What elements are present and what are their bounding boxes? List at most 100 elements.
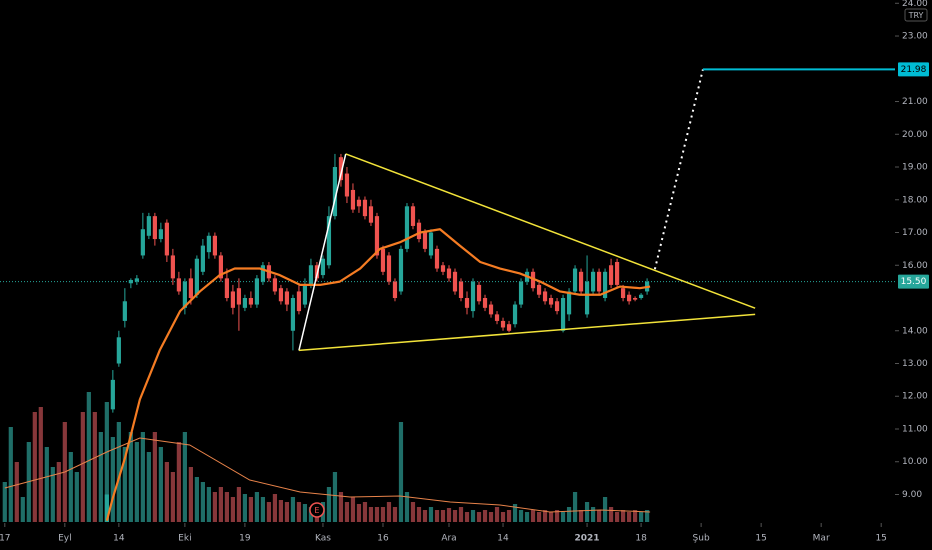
y-tick-label: 9.00	[902, 490, 922, 500]
candle-body	[188, 278, 193, 299]
volume-bar	[254, 492, 260, 522]
volume-bar	[50, 467, 55, 522]
candle-body	[452, 271, 458, 292]
volume-bar	[362, 502, 368, 522]
volume-bar	[230, 497, 236, 522]
volume-bar	[476, 512, 482, 522]
candle-body	[254, 278, 260, 305]
x-tick-label: 18	[635, 534, 647, 544]
candle-body	[464, 298, 470, 308]
candle-body	[602, 271, 608, 299]
candle-body	[356, 199, 362, 207]
volume-bar	[506, 510, 512, 522]
volume-bar	[542, 510, 548, 522]
currency-box	[904, 8, 928, 22]
candle-body	[164, 222, 169, 256]
candle-body	[554, 301, 560, 312]
candle-body	[446, 268, 452, 279]
candle-body	[158, 229, 163, 240]
candle-body	[278, 288, 284, 302]
volume-bar	[20, 497, 25, 522]
candle-body	[536, 284, 542, 295]
candle-body	[482, 298, 488, 308]
candle-body	[608, 265, 614, 285]
volume-bar	[290, 497, 296, 522]
candle-body	[362, 199, 368, 217]
candle-body	[476, 284, 482, 302]
volume-bar	[248, 497, 254, 522]
candle-body	[488, 304, 494, 315]
volume-bar	[446, 508, 452, 522]
volume-bar	[356, 504, 362, 522]
earnings-label: E	[314, 506, 319, 515]
volume-bar	[236, 487, 242, 522]
candle-body	[542, 291, 548, 302]
volume-bar	[332, 472, 338, 522]
volume-bar	[554, 510, 560, 522]
volume-bar	[338, 492, 344, 522]
volume-ma	[4, 437, 651, 513]
last-price-box	[898, 274, 929, 289]
volume-bar	[176, 442, 181, 522]
volume-bar	[566, 507, 572, 522]
candle-body	[104, 494, 109, 522]
candle-body	[170, 255, 175, 279]
volume-bar	[494, 507, 500, 522]
volume-bar	[578, 510, 584, 522]
candle-body	[368, 206, 374, 223]
candle-body	[410, 206, 416, 226]
y-tick-label: 14.00	[902, 326, 928, 336]
x-tick-label: Şub	[693, 534, 710, 544]
candle-body	[620, 288, 626, 299]
candle-body	[212, 235, 217, 256]
volume-bar	[344, 502, 350, 522]
volume-bar	[56, 462, 61, 522]
volume-bar	[158, 447, 163, 522]
volume-bar	[80, 412, 85, 522]
volume-bar	[134, 442, 139, 522]
candle-body	[242, 298, 248, 308]
volume-bar	[218, 487, 223, 522]
last-price-label: 15.50	[901, 277, 927, 287]
volume-bar	[182, 432, 187, 522]
candle-body	[206, 235, 211, 253]
candle-body	[140, 229, 145, 256]
volume-bar	[638, 512, 644, 522]
moving-average	[105, 228, 651, 521]
volume-bar	[452, 510, 458, 522]
candle-body	[218, 255, 223, 279]
volume-bar	[632, 510, 638, 522]
candle-body	[374, 216, 380, 256]
volume-bar	[374, 507, 380, 522]
volume-bar	[560, 512, 566, 522]
volume-pane	[2, 392, 651, 522]
candle-body	[326, 216, 332, 266]
y-tick-label: 18.00	[902, 195, 928, 205]
candle-body	[494, 314, 500, 321]
x-tick-label: 19	[239, 534, 251, 544]
candle-body	[284, 291, 290, 305]
volume-bar	[104, 402, 109, 522]
candle-body	[122, 301, 127, 321]
candle-body	[416, 222, 422, 240]
candle-body	[338, 157, 344, 181]
candle-body	[380, 248, 386, 272]
candle-body	[422, 232, 428, 249]
candle-body	[560, 298, 566, 331]
volume-bar	[602, 497, 608, 522]
candle-body	[584, 281, 590, 315]
candle-body	[332, 167, 338, 217]
volume-bar	[644, 510, 650, 522]
volume-bar	[428, 507, 434, 522]
volume-bar	[614, 512, 620, 522]
volume-bar	[584, 502, 590, 522]
volume-bar	[110, 437, 115, 522]
volume-bar	[164, 462, 169, 522]
volume-bar	[140, 432, 145, 522]
candle-body	[470, 281, 476, 312]
x-tick-label: 15	[875, 534, 886, 544]
volume-bar	[224, 492, 230, 522]
volume-bar	[32, 412, 37, 522]
y-tick-label: 20.00	[902, 130, 928, 140]
